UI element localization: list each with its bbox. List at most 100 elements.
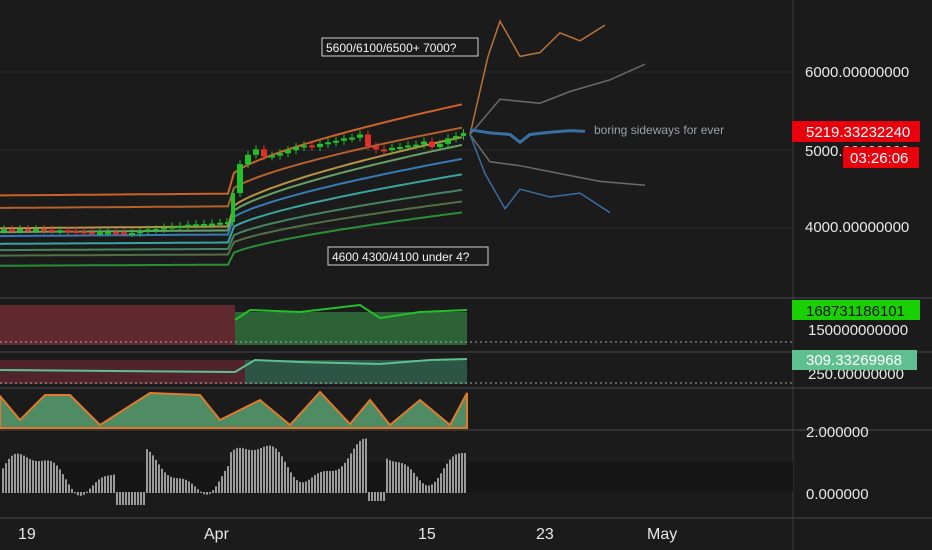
hist-bar [218,481,220,493]
candle-body-17 [129,232,135,235]
volume-area-green [235,312,467,345]
hist-bar [443,468,445,493]
countdown-badge-bg [843,147,919,168]
hist-bar [332,470,334,493]
candle-body-47 [365,134,371,147]
hist-bar [440,473,442,493]
hist-bar [89,488,91,493]
projection-up-strong [469,19,606,135]
hist-bar [326,470,328,493]
hist-tick: 0.000000 [806,486,869,503]
volume-line [234,303,468,321]
hist-bar [221,476,223,493]
candles [1,129,466,237]
projection-up-mild [469,63,646,135]
hist-bar [299,481,301,493]
hist-bar [41,460,43,493]
annotation-lower-text: 4600 4300/4100 under 4? [332,250,470,264]
candle-body-43 [333,140,339,143]
hist-bar [401,463,403,493]
candle-body-12 [89,232,95,235]
hist-bar [152,455,154,493]
hist-bar [215,486,217,493]
candle-body-8 [57,230,63,233]
candle-body-39 [301,145,307,148]
hist-bar [11,455,13,493]
hist-bar [50,461,52,493]
annotation-lower[interactable]: 4600 4300/4100 under 4? [327,246,489,266]
volume-panel [0,303,793,345]
hist-bar [59,469,61,493]
hist-bar [233,449,235,493]
annotation-upper[interactable]: 5600/6100/6500+ 7000? [321,37,479,57]
hist-bar [26,457,28,493]
hist-bar [413,472,415,493]
band-line-6 [0,188,463,252]
hist-bar [419,480,421,493]
candle-body-19 [145,229,151,232]
hist-bar [8,458,10,493]
hist-bar [386,458,388,493]
candle-body-26 [201,223,207,226]
hist-bar [452,456,454,493]
hist-bar [287,467,289,493]
band-line-7 [0,200,463,257]
hist-bar [461,453,463,493]
candle-body-55 [429,141,435,147]
hist-bar [80,492,82,496]
hist-bar [455,454,457,493]
hist-bar [95,482,97,493]
x-tick-23: 23 [536,526,554,543]
hist-bar [434,481,436,493]
hist-bar [368,492,370,501]
hist-bar [170,476,172,493]
annotation-sideways[interactable]: boring sideways for ever [594,123,724,137]
hist-bar [137,492,139,505]
hist-bar [392,461,394,493]
hist-bar [464,453,466,493]
hist-bar [353,448,355,493]
price-badge: 5219.33232240 03:26:06 [792,121,920,168]
hist-bar [47,460,49,493]
hist-bar [83,492,85,495]
candle-body-42 [325,142,331,145]
candle-body-28 [217,222,223,225]
band-line-5 [0,173,463,245]
x-tick-19: 19 [18,526,36,543]
hist-bar [131,492,133,505]
hist-bar [77,492,79,496]
volume-badge-value: 168731186101 [806,303,905,320]
hist-bar [194,486,196,493]
hist-bar [20,454,22,493]
hist-bar [359,440,361,493]
volume-tick: 150000000000 [808,322,908,339]
hist-bar [161,468,163,493]
hist-bar [104,476,106,493]
obv-tick: 250.00000000 [808,366,904,383]
band-line-4 [0,157,463,238]
hist-bar [197,489,199,493]
candle-body-5 [33,229,39,232]
candle-body-27 [209,223,215,226]
ribbon-bands [0,103,463,267]
hist-bar [116,492,118,505]
hist-bar [2,468,4,493]
hist-bar [230,452,232,493]
hist-bar [374,492,376,501]
hist-bar [335,470,337,493]
hist-bar [110,475,112,493]
hist-bar [281,456,283,493]
hist-bar [311,477,313,493]
hist-bar [200,491,202,493]
candle-body-31 [237,164,243,194]
candle-body-48 [373,146,379,150]
hist-bar [212,490,214,493]
candle-body-57 [445,138,451,144]
hist-bar [155,459,157,493]
hist-bar [227,466,229,493]
hist-bar [143,492,145,505]
hist-bar [38,461,40,493]
hist-bar [296,480,298,493]
hist-bar [32,460,34,493]
